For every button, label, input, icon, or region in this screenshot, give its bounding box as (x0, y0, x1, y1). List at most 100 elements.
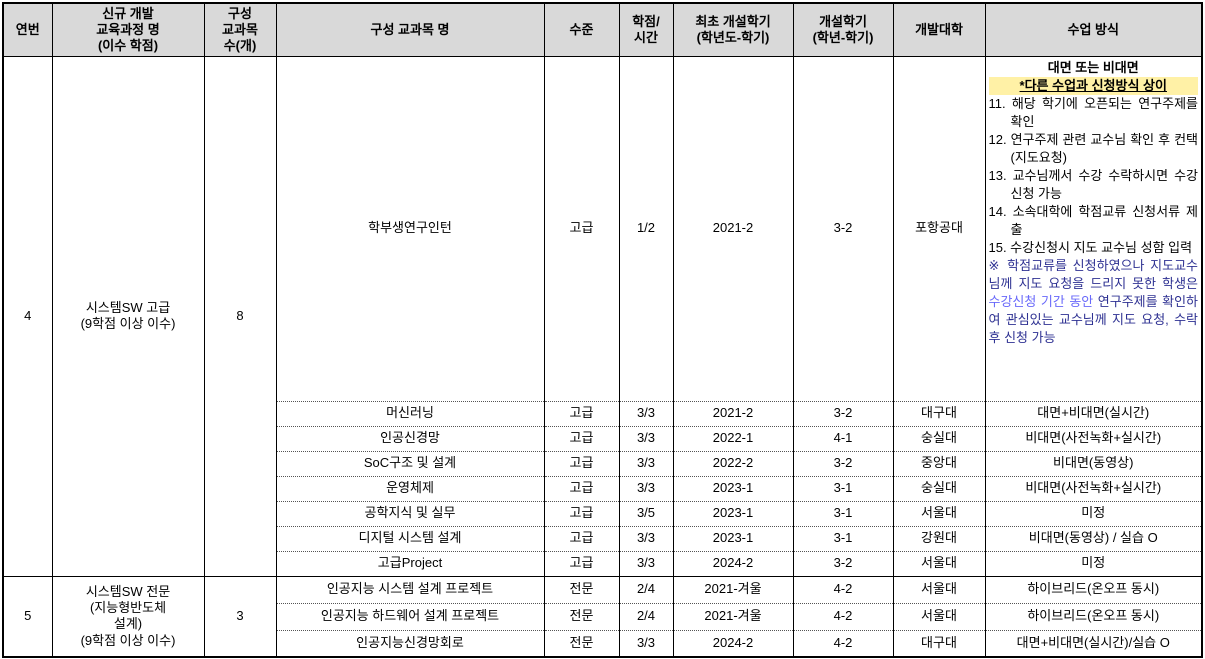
table-row: 인공지능신경망회로 전문 3/3 2024-2 4-2 대구대 대면+비대면(실… (3, 629, 1203, 657)
cell-method: 비대면(사전녹화+실시간) (984, 475, 1203, 501)
header-program-name: 신규 개발 교육과정 명 (이수 학점) (51, 2, 205, 57)
note-text: ※ 학점교류를 신청하였으나 지도교수님께 지도 요청을 드리지 못한 학생은 (988, 257, 1199, 291)
cell-course-name: 인공신경망 (275, 425, 545, 451)
cell-course-name: 운영체제 (275, 475, 545, 501)
cell-semester: 3-1 (792, 475, 894, 501)
header-no: 연번 (2, 2, 53, 57)
cell-semester: 4-2 (792, 629, 894, 657)
method-warning: *다른 수업과 신청방식 상이 (988, 76, 1198, 95)
cell-first-semester: 2024-2 (672, 550, 794, 576)
table-row: 운영체제 고급 3/3 2023-1 3-1 숭실대 비대면(사전녹화+실시간) (3, 475, 1203, 501)
cell-semester: 4-1 (792, 425, 894, 451)
cell-group-no: 5 (2, 575, 53, 657)
cell-first-semester: 2023-1 (672, 475, 794, 501)
cell-level: 고급 (543, 450, 620, 476)
cell-univ: 포항공대 (892, 55, 986, 401)
method-step: 12. 연구주제 관련 교수님 확인 후 컨택(지도요청) (988, 131, 1199, 165)
method-step: 13. 교수님께서 수강 수락하시면 수강신청 가능 (988, 167, 1199, 201)
table-row: 인공지능 하드웨어 설계 프로젝트 전문 2/4 2021-겨울 4-2 서울대… (3, 602, 1203, 630)
cell-method: 미정 (984, 550, 1203, 576)
cell-first-semester: 2024-2 (672, 629, 794, 657)
cell-first-semester: 2023-1 (672, 525, 794, 551)
cell-subject-count: 8 (203, 55, 277, 576)
cell-univ: 대구대 (892, 400, 986, 426)
cell-semester: 3-1 (792, 500, 894, 526)
cell-credit: 2/4 (618, 575, 674, 603)
cell-univ: 숭실대 (892, 475, 986, 501)
cell-first-semester: 2022-2 (672, 450, 794, 476)
cell-first-semester: 2021-2 (672, 400, 794, 426)
cell-program-name: 시스템SW 전문 (지능형반도체 설계) (9학점 이상 이수) (51, 575, 205, 657)
header-level: 수준 (543, 2, 620, 57)
cell-level: 고급 (543, 425, 620, 451)
method-step: 14. 소속대학에 학점교류 신청서류 제출 (988, 203, 1199, 237)
cell-group-no: 4 (2, 55, 53, 576)
header-developing-univ: 개발대학 (892, 2, 986, 57)
cell-method: 하이브리드(온오프 동시) (984, 575, 1203, 603)
cell-level: 고급 (543, 525, 620, 551)
cell-univ: 서울대 (892, 550, 986, 576)
cell-course-name: 고급Project (275, 550, 545, 576)
cell-method: 미정 (984, 500, 1203, 526)
cell-first-semester: 2023-1 (672, 500, 794, 526)
cell-level: 고급 (543, 550, 620, 576)
cell-course-name: 인공지능신경망회로 (275, 629, 545, 657)
table-row: 디지털 시스템 설계 고급 3/3 2023-1 3-1 강원대 비대면(동영상… (3, 525, 1203, 551)
cell-credit: 2/4 (618, 602, 674, 630)
cell-course-name: 공학지식 및 실무 (275, 500, 545, 526)
cell-level: 고급 (543, 400, 620, 426)
cell-method: 대면+비대면(실시간) (984, 400, 1203, 426)
cell-level: 전문 (543, 575, 620, 603)
cell-credit: 3/5 (618, 500, 674, 526)
cell-method: 비대면(동영상) / 실습 O (984, 525, 1203, 551)
cell-level: 전문 (543, 602, 620, 630)
cell-first-semester: 2021-2 (672, 55, 794, 401)
cell-course-name: 머신러닝 (275, 400, 545, 426)
cell-semester: 3-2 (792, 55, 894, 401)
cell-program-name: 시스템SW 고급 (9학점 이상 이수) (51, 55, 205, 576)
cell-first-semester: 2021-겨울 (672, 602, 794, 630)
table-row: 4 시스템SW 고급 (9학점 이상 이수) 8 학부생연구인턴 고급 1/2 … (2, 55, 1203, 576)
cell-level: 고급 (543, 55, 620, 401)
cell-method: 비대면(사전녹화+실시간) (984, 425, 1203, 451)
header-row: 연번 신규 개발 교육과정 명 (이수 학점) 구성 교과목 수(개) 구성 교… (2, 2, 1203, 57)
cell-level: 고급 (543, 500, 620, 526)
table-row: 5 시스템SW 전문 (지능형반도체 설계) (9학점 이상 이수) 3 인공지… (2, 575, 1203, 657)
method-note-paragraph: ※ 학점교류를 신청하였으나 지도교수님께 지도 요청을 드리지 못한 학생은 … (989, 257, 1199, 347)
cell-semester: 3-2 (792, 450, 894, 476)
cell-first-semester: 2022-1 (672, 425, 794, 451)
cell-method: 비대면(동영상) (984, 450, 1203, 476)
cell-credit: 3/3 (618, 629, 674, 657)
method-step: 15. 수강신청시 지도 교수님 성함 입력 (988, 239, 1193, 255)
cell-subject-count: 3 (203, 575, 277, 657)
cell-semester: 4-2 (792, 602, 894, 630)
cell-semester: 3-1 (792, 525, 894, 551)
cell-first-semester: 2021-겨울 (672, 575, 794, 603)
header-subject-count: 구성 교과목 수(개) (203, 2, 277, 57)
cell-semester: 3-2 (792, 550, 894, 576)
header-class-method: 수업 방식 (984, 2, 1203, 57)
table-row: 머신러닝 고급 3/3 2021-2 3-2 대구대 대면+비대면(실시간) (3, 400, 1203, 426)
cell-course-name: 디지털 시스템 설계 (275, 525, 545, 551)
cell-credit: 3/3 (618, 400, 674, 426)
note-highlight-text: 수강신청 기간 동안 (988, 293, 1094, 309)
header-semester: 개설학기 (학년-학기) (792, 2, 894, 57)
method-step: 11. 해당 학기에 오픈되는 연구주제를 확인 (988, 95, 1199, 129)
cell-univ: 서울대 (892, 500, 986, 526)
cell-univ: 대구대 (892, 629, 986, 657)
table-row: 공학지식 및 실무 고급 3/5 2023-1 3-1 서울대 미정 (3, 500, 1203, 526)
cell-level: 전문 (543, 629, 620, 657)
cell-method: 대면+비대면(실시간)/실습 O (984, 629, 1203, 657)
cell-univ: 강원대 (892, 525, 986, 551)
cell-course-name: 인공지능 하드웨어 설계 프로젝트 (275, 602, 545, 630)
method-title: 대면 또는 비대면 (1047, 59, 1139, 75)
cell-credit: 1/2 (618, 55, 674, 401)
cell-univ: 중앙대 (892, 450, 986, 476)
cell-semester: 3-2 (792, 400, 894, 426)
cell-credit: 3/3 (618, 525, 674, 551)
header-first-semester: 최초 개설학기 (학년도-학기) (672, 2, 794, 57)
cell-credit: 3/3 (618, 425, 674, 451)
cell-method: 하이브리드(온오프 동시) (984, 602, 1203, 630)
cell-credit: 3/3 (618, 550, 674, 576)
